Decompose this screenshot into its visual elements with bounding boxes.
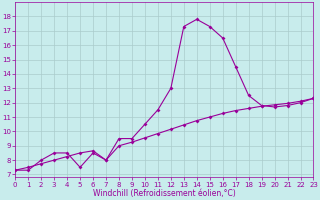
X-axis label: Windchill (Refroidissement éolien,°C): Windchill (Refroidissement éolien,°C): [93, 189, 236, 198]
